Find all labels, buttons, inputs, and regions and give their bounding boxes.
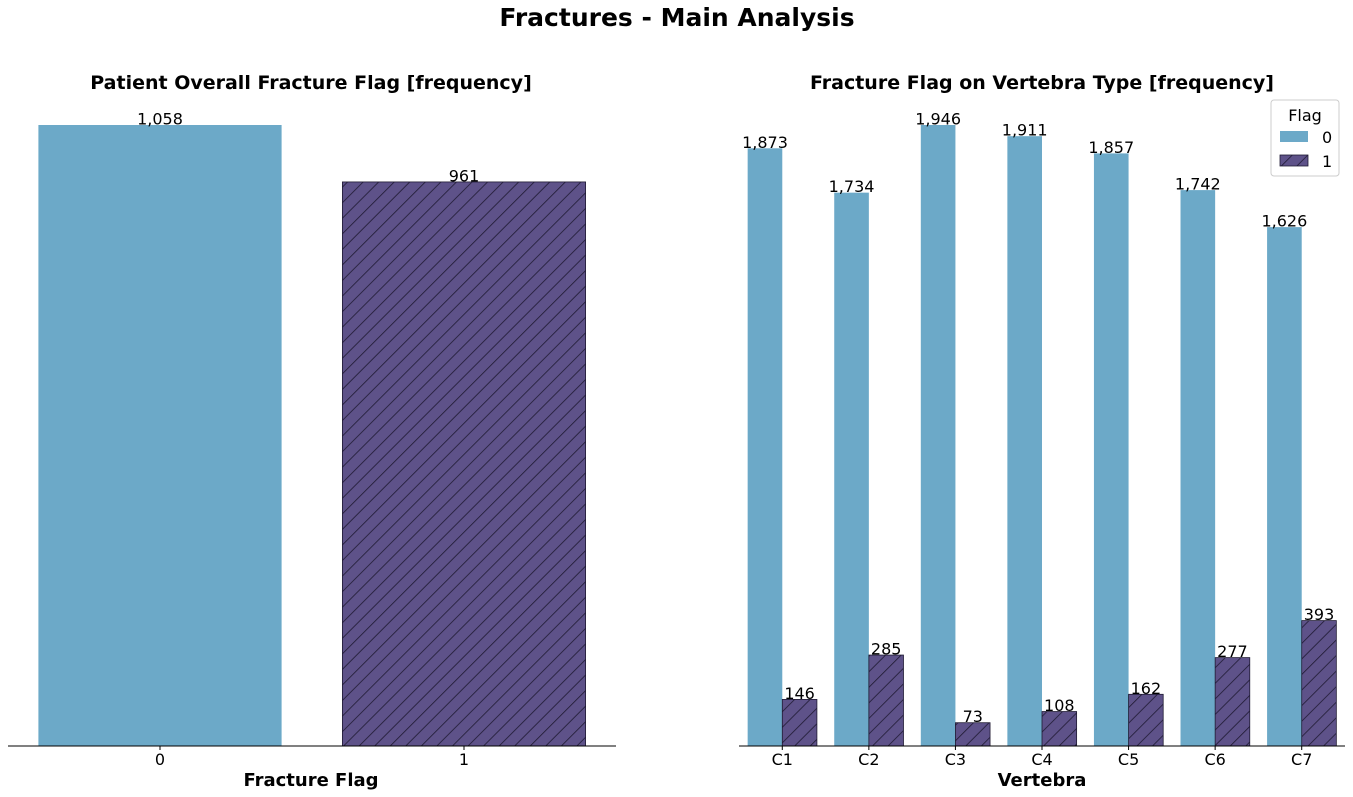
- data-label-c5-flag-0: 1,857: [1088, 138, 1134, 157]
- data-label-c7-flag-1: 393: [1304, 605, 1335, 624]
- patient-fracture-chart: Patient Overall Fracture Flag [frequency…: [8, 72, 616, 791]
- bar-c6-flag-1: [1214, 657, 1251, 747]
- bar-flag-1: [341, 181, 586, 747]
- x-tick-label-c6: C6: [1204, 750, 1225, 769]
- x-tick-label-c3: C3: [945, 750, 966, 769]
- data-label-c4-flag-0: 1,911: [1002, 121, 1048, 140]
- bar-c5-flag-0: [1093, 153, 1129, 746]
- x-tick-label-0: 0: [155, 750, 165, 769]
- x-tick-label-c4: C4: [1031, 750, 1052, 769]
- x-tick-label-c5: C5: [1118, 750, 1139, 769]
- data-label-c6-flag-0: 1,742: [1175, 175, 1221, 194]
- bar-c6-flag-0: [1180, 190, 1216, 747]
- x-ticks-group: C1 C2 C3 C4 C5 C6 C7: [772, 746, 1312, 769]
- data-label-c1-flag-0: 1,873: [742, 133, 788, 152]
- x-tick-label-c1: C1: [772, 750, 793, 769]
- legend: Flag 0 1: [1270, 99, 1340, 177]
- bar-flag-0: [38, 125, 282, 746]
- data-label-c6-flag-1: 277: [1217, 642, 1248, 661]
- legend-swatch-flag-1: [1279, 154, 1309, 167]
- bar-c5-flag-1: [1128, 693, 1164, 747]
- legend-label-flag-1: 1: [1322, 152, 1332, 171]
- x-tick-label-c7: C7: [1291, 750, 1312, 769]
- data-label-c5-flag-1: 162: [1131, 679, 1162, 698]
- bar-c3-flag-0: [920, 125, 956, 746]
- bar-c7-flag-0: [1267, 227, 1302, 746]
- data-labels-group: 1,058 961: [137, 110, 479, 186]
- x-axis-label: Fracture Flag: [243, 770, 378, 791]
- chart-title: Patient Overall Fracture Flag [frequency…: [90, 72, 532, 94]
- bar-c1-flag-0: [747, 148, 783, 746]
- bar-c2-flag-1: [868, 654, 904, 747]
- x-axis-label: Vertebra: [998, 770, 1087, 791]
- legend-swatch-flag-0: [1280, 131, 1308, 142]
- legend-label-flag-0: 0: [1322, 128, 1332, 147]
- vertebra-fracture-chart: Fracture Flag on Vertebra Type [frequenc…: [739, 72, 1345, 791]
- bar-c4-flag-1: [1041, 711, 1078, 747]
- bar-c4-flag-0: [1007, 136, 1042, 746]
- data-label-flag-1: 961: [449, 166, 480, 185]
- bar-c7-flag-1: [1301, 620, 1337, 747]
- data-label-flag-0: 1,058: [137, 110, 183, 129]
- x-tick-label-c2: C2: [858, 750, 879, 769]
- data-label-c3-flag-1: 73: [963, 707, 983, 726]
- data-label-c4-flag-1: 108: [1044, 696, 1075, 715]
- bar-c1-flag-1: [781, 699, 818, 747]
- data-label-c1-flag-1: 146: [784, 684, 815, 703]
- data-label-c3-flag-0: 1,946: [915, 110, 961, 129]
- bar-c2-flag-0: [834, 192, 869, 747]
- bars-group: [38, 125, 586, 747]
- data-label-c2-flag-1: 285: [871, 640, 902, 659]
- legend-title: Flag: [1288, 106, 1322, 125]
- x-tick-label-1: 1: [459, 750, 469, 769]
- bars-group: [747, 125, 1337, 747]
- data-label-c7-flag-0: 1,626: [1261, 212, 1307, 231]
- chart-title: Fracture Flag on Vertebra Type [frequenc…: [810, 72, 1274, 94]
- data-labels-group: 1,873 146 1,734 285 1,946 73 1,911 108 1,857 162 1…: [742, 110, 1334, 727]
- data-label-c2-flag-0: 1,734: [829, 177, 875, 196]
- figure-title: Fractures - Main Analysis: [499, 3, 854, 32]
